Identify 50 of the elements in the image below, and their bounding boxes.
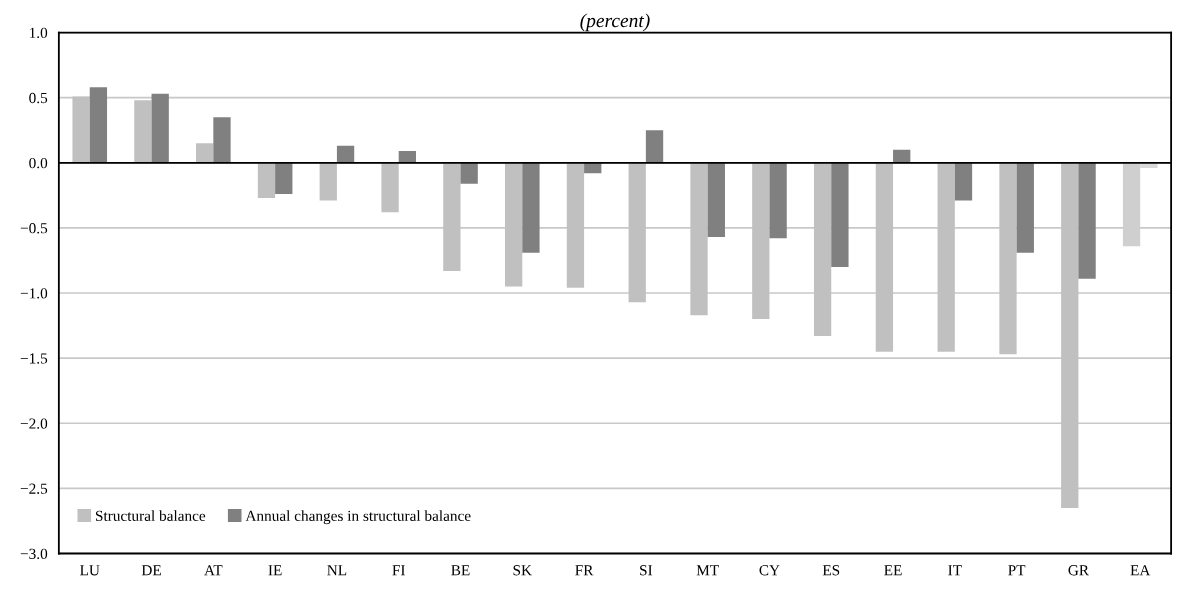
bar [831,162,849,267]
bar [893,149,911,163]
y-tick-label: 1.0 [29,27,48,39]
bar [89,87,108,163]
y-tick-label: −2.5 [20,483,48,494]
x-tick-label: DE [141,565,161,576]
bar [398,151,417,163]
legend-label: Structural balance [95,510,206,521]
x-tick-label: IT [948,565,962,576]
y-tick-label: −2.0 [20,418,48,429]
bar [275,162,293,195]
x-tick-label: BE [451,565,470,576]
bar [336,145,355,163]
bar [319,162,337,201]
x-tick-label: SK [513,565,532,576]
bar [151,93,169,163]
x-tick-label: AT [204,565,223,576]
x-tick-label: EE [884,565,902,576]
bar [196,143,214,163]
bar [522,162,540,253]
bar [1078,162,1096,279]
chart-title: (percent) [580,13,650,32]
bar [257,162,276,198]
x-tick-label: MT [696,565,719,576]
bar [213,117,231,163]
x-tick-label: IE [268,565,282,576]
x-tick-label: SI [640,565,653,576]
y-tick-label: 0.5 [29,92,48,104]
x-tick-label: ES [822,565,840,576]
bar [645,130,664,163]
x-tick-label: FI [392,565,405,576]
x-tick-label: GR [1068,565,1090,576]
x-tick-label: FR [575,565,594,576]
x-tick-label: LU [80,565,100,576]
bar [460,162,478,184]
x-tick-label: CY [759,565,780,576]
y-tick-label: −3.0 [20,548,48,560]
x-tick-label: EA [1130,565,1151,576]
x-tick-label: PT [1008,565,1026,576]
x-tick-label: NL [327,565,347,576]
bar [381,162,399,213]
y-tick-label: 0.0 [29,157,48,169]
legend-label: Annual changes in structural balance [245,510,471,525]
y-tick-label: −0.5 [20,223,48,234]
bar [954,162,973,201]
y-tick-label: −1.5 [20,353,48,364]
bar [1016,162,1034,253]
y-tick-label: −1.0 [20,288,48,299]
bar [707,162,725,238]
bar [769,162,787,239]
